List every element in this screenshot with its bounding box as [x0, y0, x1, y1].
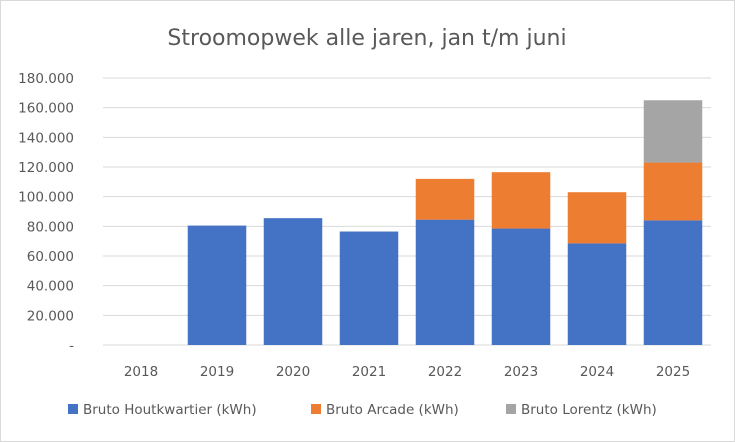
bar-segment	[567, 243, 627, 345]
x-tick-label: 2020	[276, 364, 310, 380]
x-tick-label: 2023	[504, 364, 538, 380]
y-tick-label: 120.000	[18, 160, 74, 176]
y-tick-label: 140.000	[18, 130, 74, 146]
y-tick-label: 100.000	[18, 190, 74, 206]
legend-swatch	[311, 404, 321, 414]
x-tick-label: 2022	[428, 364, 462, 380]
legend-swatch	[68, 404, 78, 414]
x-tick-label: 2025	[656, 364, 690, 380]
y-tick-label: -	[69, 338, 74, 354]
legend-label: Bruto Lorentz (kWh)	[521, 402, 657, 418]
bar-segment	[339, 231, 399, 345]
bar-segment	[643, 100, 703, 163]
y-tick-label: 180.000	[18, 71, 74, 87]
x-tick-labels: 2018 2019 2020 2021 2022 2023 2024 2025	[124, 364, 690, 380]
y-tick-label: 20.000	[27, 308, 74, 324]
x-tick-label: 2019	[200, 364, 234, 380]
bar-segment	[491, 172, 551, 229]
y-tick-label: 160.000	[18, 101, 74, 117]
bar-segment	[491, 228, 551, 345]
bar-segment	[263, 218, 323, 345]
legend-label: Bruto Houtkwartier (kWh)	[83, 402, 257, 418]
bar-segment	[187, 225, 247, 345]
x-tick-label: 2021	[352, 364, 386, 380]
x-tick-label: 2018	[124, 364, 158, 380]
y-tick-label: 80.000	[27, 219, 74, 235]
y-tick-label: 60.000	[27, 249, 74, 265]
chart-title: Stroomopwek alle jaren, jan t/m juni	[167, 26, 566, 51]
bar-segment	[415, 219, 475, 345]
legend-swatch	[506, 404, 516, 414]
bar-segment	[567, 192, 627, 244]
bar-segment	[415, 178, 475, 220]
legend: Bruto Houtkwartier (kWh) Bruto Arcade (kW…	[68, 402, 657, 418]
legend-label: Bruto Arcade (kWh)	[326, 402, 459, 418]
y-tick-labels: - 20.000 40.000 60.000 80.000 100.000 120.000 1…	[18, 71, 74, 354]
bars	[187, 100, 703, 345]
bar-segment	[643, 162, 703, 221]
bar-segment	[643, 220, 703, 345]
y-tick-label: 40.000	[27, 279, 74, 295]
x-tick-label: 2024	[580, 364, 614, 380]
